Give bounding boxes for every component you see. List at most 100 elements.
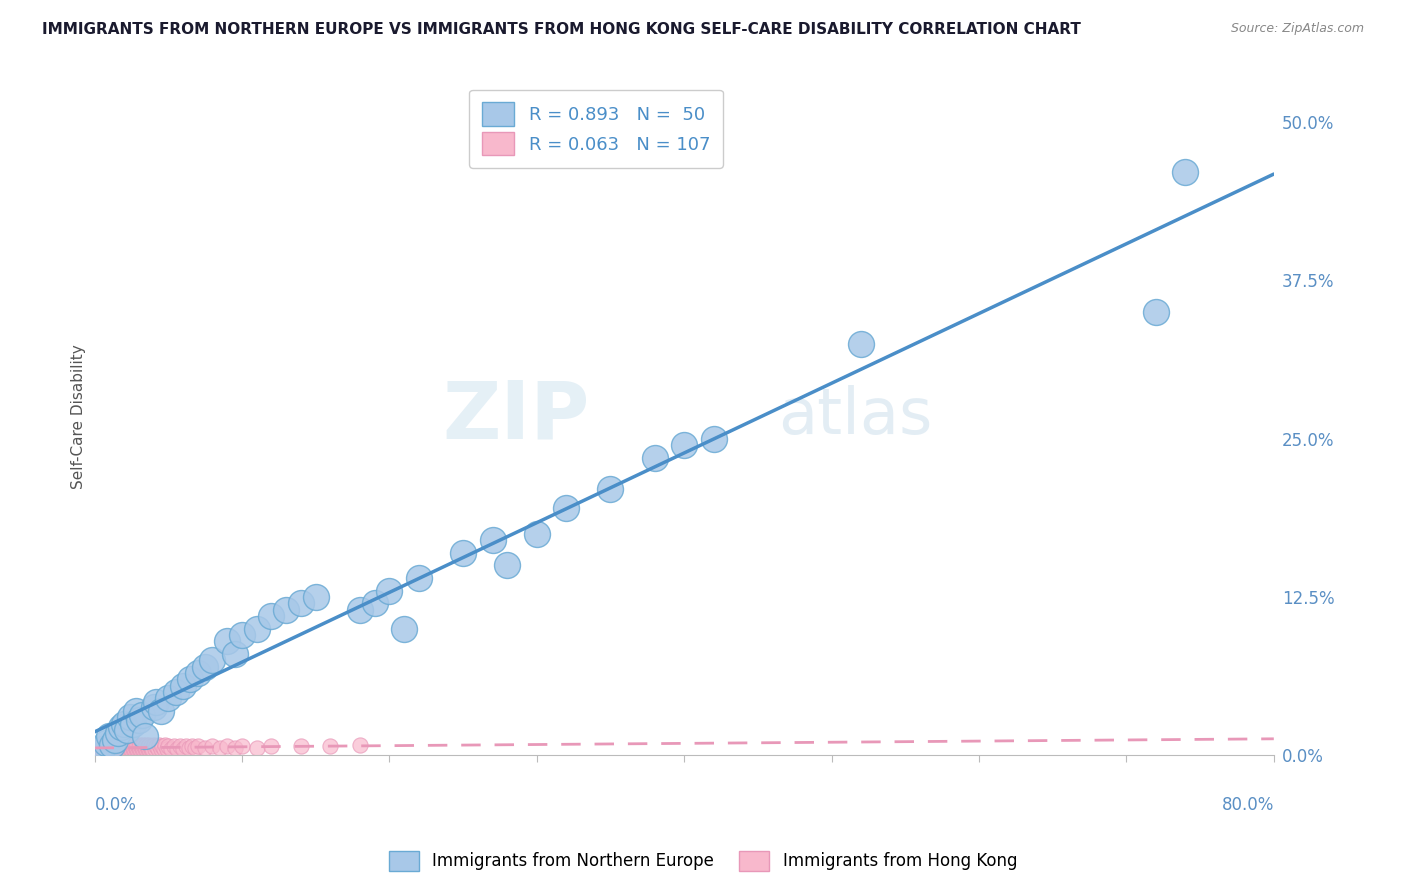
Point	[91, 742, 114, 756]
Point	[97, 742, 120, 756]
Point	[115, 723, 138, 737]
Point	[117, 742, 139, 756]
Point	[408, 571, 430, 585]
Point	[117, 738, 139, 752]
Point	[131, 742, 153, 756]
Point	[260, 739, 283, 754]
Point	[125, 742, 148, 756]
Point	[166, 742, 188, 756]
Point	[112, 739, 135, 754]
Point	[673, 438, 696, 452]
Text: Source: ZipAtlas.com: Source: ZipAtlas.com	[1230, 22, 1364, 36]
Point	[142, 700, 165, 714]
Point	[194, 740, 217, 755]
Point	[703, 432, 725, 446]
Point	[155, 738, 177, 752]
Point	[98, 729, 121, 743]
Point	[139, 742, 162, 756]
Point	[136, 742, 159, 756]
Point	[276, 602, 298, 616]
Point	[100, 742, 122, 756]
Point	[160, 742, 183, 756]
Point	[132, 738, 155, 752]
Point	[169, 739, 191, 754]
Point	[131, 707, 153, 722]
Point	[149, 704, 172, 718]
Point	[1144, 305, 1167, 319]
Text: ZIP: ZIP	[443, 377, 591, 456]
Point	[157, 691, 180, 706]
Point	[127, 742, 149, 756]
Point	[142, 738, 165, 752]
Point	[139, 739, 162, 754]
Point	[115, 742, 138, 756]
Point	[125, 739, 148, 754]
Point	[128, 739, 150, 754]
Point	[231, 628, 253, 642]
Point	[114, 738, 136, 752]
Text: IMMIGRANTS FROM NORTHERN EUROPE VS IMMIGRANTS FROM HONG KONG SELF-CARE DISABILIT: IMMIGRANTS FROM NORTHERN EUROPE VS IMMIG…	[42, 22, 1081, 37]
Point	[110, 739, 132, 754]
Point	[91, 743, 114, 757]
Point	[122, 739, 145, 754]
Point	[112, 716, 135, 731]
Point	[349, 602, 371, 616]
Point	[98, 739, 121, 754]
Text: atlas: atlas	[779, 385, 934, 448]
Point	[378, 583, 401, 598]
Point	[141, 742, 163, 756]
Point	[143, 742, 166, 756]
Point	[101, 738, 124, 752]
Point	[122, 716, 145, 731]
Point	[93, 739, 115, 754]
Text: 80.0%: 80.0%	[1222, 796, 1274, 814]
Point	[201, 653, 224, 667]
Point	[105, 742, 128, 756]
Point	[104, 739, 127, 754]
Point	[319, 739, 342, 754]
Point	[111, 738, 134, 752]
Point	[392, 622, 415, 636]
Point	[105, 738, 128, 752]
Point	[93, 742, 115, 756]
Point	[177, 740, 200, 755]
Point	[153, 742, 176, 756]
Point	[97, 738, 120, 752]
Point	[118, 739, 141, 754]
Point	[128, 713, 150, 727]
Point	[349, 738, 371, 752]
Point	[187, 739, 209, 754]
Point	[108, 742, 131, 756]
Point	[120, 742, 142, 756]
Legend: R = 0.893   N =  50, R = 0.063   N = 107: R = 0.893 N = 50, R = 0.063 N = 107	[470, 90, 723, 168]
Point	[201, 739, 224, 754]
Point	[179, 673, 201, 687]
Point	[231, 739, 253, 754]
Point	[217, 739, 239, 754]
Point	[305, 590, 328, 604]
Point	[146, 742, 169, 756]
Point	[246, 740, 269, 755]
Point	[224, 740, 246, 755]
Point	[98, 742, 121, 756]
Point	[496, 558, 519, 573]
Point	[118, 710, 141, 724]
Point	[94, 738, 117, 752]
Point	[101, 739, 124, 754]
Point	[91, 740, 114, 755]
Point	[165, 685, 187, 699]
Point	[172, 742, 194, 756]
Point	[131, 739, 153, 754]
Point	[149, 742, 172, 756]
Point	[87, 740, 110, 755]
Point	[132, 742, 155, 756]
Point	[110, 721, 132, 735]
Point	[107, 742, 129, 756]
Point	[163, 739, 186, 754]
Point	[134, 729, 156, 743]
Point	[135, 738, 157, 752]
Point	[246, 622, 269, 636]
Point	[96, 739, 118, 754]
Point	[107, 739, 129, 754]
Point	[96, 736, 118, 750]
